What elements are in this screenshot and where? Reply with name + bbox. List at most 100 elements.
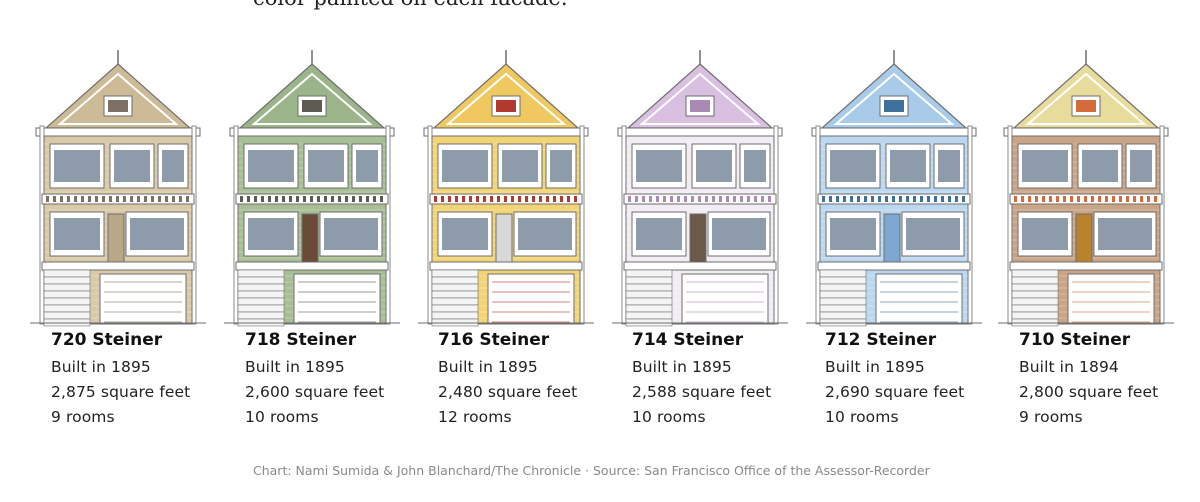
belt-dentil [525, 196, 528, 202]
belt-dentil [490, 196, 493, 202]
upper-window-glass [890, 150, 926, 182]
belt-dentil [705, 196, 708, 202]
attic-window-glass [884, 100, 904, 112]
intro-text: color painted on each facade. [253, 0, 568, 10]
belt-dentil [282, 196, 285, 202]
lower-window-glass [1098, 218, 1152, 250]
belt-dentil [476, 196, 479, 202]
upper-window-glass [308, 150, 344, 182]
belt-dentil [373, 196, 376, 202]
belt-dentil [268, 196, 271, 202]
lower-window-glass [130, 218, 184, 250]
attic-window-glass [690, 100, 710, 112]
belt-dentil [469, 196, 472, 202]
house-illustration-718 [224, 48, 400, 327]
stair-step [1011, 304, 1059, 313]
house-built: Built in 1895 [245, 358, 345, 376]
stair-step [819, 297, 867, 306]
stair-step [625, 290, 673, 299]
garage-band [235, 261, 389, 271]
belt-dentil [60, 196, 63, 202]
belt-dentil [691, 196, 694, 202]
house-built: Built in 1895 [438, 358, 538, 376]
belt-dentil [1021, 196, 1024, 202]
belt-dentil [1154, 196, 1157, 202]
belt-dentil [289, 196, 292, 202]
belt-dentil [698, 196, 701, 202]
belt-dentil [656, 196, 659, 202]
belt-dentil [310, 196, 313, 202]
stair-step [1011, 269, 1059, 278]
upper-window-glass [502, 150, 538, 182]
belt-dentil [434, 196, 437, 202]
belt-dentil [261, 196, 264, 202]
stair-step [431, 297, 479, 306]
belt-dentil [1056, 196, 1059, 202]
side-post-left [621, 125, 627, 325]
belt-dentil [518, 196, 521, 202]
side-post-right [385, 125, 391, 325]
stair-step [237, 269, 285, 278]
side-post-right [191, 125, 197, 325]
upper-window-glass [356, 150, 378, 182]
upper-window-glass [636, 150, 682, 182]
belt-dentil [948, 196, 951, 202]
belt-dentil [829, 196, 832, 202]
belt-dentil [920, 196, 923, 202]
entry-door [883, 213, 901, 263]
stair-step [625, 269, 673, 278]
house-built: Built in 1895 [825, 358, 925, 376]
belt-dentil [380, 196, 383, 202]
belt-dentil [1147, 196, 1150, 202]
upper-window-glass [1082, 150, 1118, 182]
belt-dentil [186, 196, 189, 202]
belt-dentil [497, 196, 500, 202]
stair-step [237, 283, 285, 292]
belt-dentil [899, 196, 902, 202]
upper-window-glass [744, 150, 766, 182]
garage-band [623, 261, 777, 271]
stair-step [237, 304, 285, 313]
belt-dentil [955, 196, 958, 202]
belt-dentil [1091, 196, 1094, 202]
belt-dentil [719, 196, 722, 202]
lower-window-glass [248, 218, 294, 250]
side-post-left [1007, 125, 1013, 325]
belt-dentil [67, 196, 70, 202]
house-name: 716 Steiner [438, 330, 550, 350]
belt-dentil [871, 196, 874, 202]
belt-dentil [324, 196, 327, 202]
belt-dentil [172, 196, 175, 202]
stair-step [237, 311, 285, 320]
belt-dentil [1077, 196, 1080, 202]
belt-dentil [95, 196, 98, 202]
belt-dentil [574, 196, 577, 202]
house-rooms: 12 rooms [438, 408, 512, 426]
stair-step [431, 276, 479, 285]
upper-window-glass [938, 150, 960, 182]
belt-dentil [670, 196, 673, 202]
belt-dentil [338, 196, 341, 202]
house-area: 2,800 square feet [1019, 383, 1159, 401]
stair-step [819, 311, 867, 320]
house-name: 718 Steiner [245, 330, 357, 350]
lower-window-glass [324, 218, 378, 250]
belt-dentil [151, 196, 154, 202]
belt-dentil [88, 196, 91, 202]
belt-dentil [754, 196, 757, 202]
house-area: 2,690 square feet [825, 383, 965, 401]
house-name: 720 Steiner [51, 330, 163, 350]
upper-window-glass [54, 150, 100, 182]
belt-dentil [941, 196, 944, 202]
belt-dentil [740, 196, 743, 202]
attic-window-glass [108, 100, 128, 112]
belt-dentil [254, 196, 257, 202]
belt-dentil [733, 196, 736, 202]
lower-window-glass [54, 218, 100, 250]
lower-window-glass [442, 218, 488, 250]
house-info: 712 Steiner Built in 1895 2,690 square f… [825, 330, 1015, 433]
house-rooms: 9 rooms [51, 408, 115, 426]
garage-band [429, 261, 583, 271]
stair-step [43, 290, 91, 299]
house-illustration-710 [998, 48, 1174, 327]
